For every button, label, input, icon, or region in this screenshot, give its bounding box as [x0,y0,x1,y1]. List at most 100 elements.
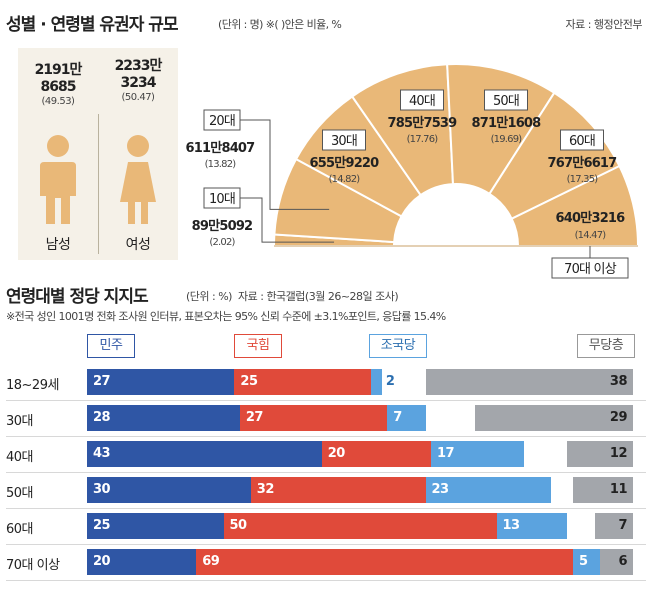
bar-seg-국힘-1 [239,405,388,431]
row-separator-5 [6,580,646,581]
bar-value-국힘-2: 20 [327,446,346,461]
age-label-box-5 [560,129,604,151]
age-label-6: 70대 이상 [564,262,617,277]
male-icon [40,135,76,224]
bar-value-국힘-5: 69 [202,554,220,569]
support-source: 자료 : 한국갤럽(3월 26~28일 조사) [238,290,399,303]
bar-value-민주-4: 25 [93,518,111,533]
age-count-4: 871만1608 [472,115,542,131]
bar-seg-민주-3 [87,477,251,503]
age-label-4: 50대 [493,94,519,109]
age-leader-1 [240,119,330,210]
female-share: (50.47) [121,92,155,103]
age-label-box-2 [322,129,366,151]
legend-none: 무당층 [577,334,635,358]
bar-seg-무당층-1 [474,405,633,431]
legend-minju: 민주 [87,334,135,358]
age-share-3: (17.76) [407,134,439,145]
bar-seg-조국당-4 [496,513,568,539]
row-separator-2 [6,472,646,473]
female-icon [120,135,156,224]
row-label-4: 60대 [6,522,34,537]
bar-value-조국당-0: 2 [385,374,395,389]
bar-value-조국당-4: 13 [502,518,521,533]
age-share-0: (2.02) [209,237,235,248]
row-separator-1 [6,436,646,437]
row-label-0: 18~29세 [6,378,59,393]
age-share-6: (14.47) [575,230,607,241]
bar-seg-민주-2 [87,441,322,467]
bar-seg-조국당-3 [425,477,552,503]
bar-value-국힘-1: 27 [245,410,264,425]
bar-value-국힘-3: 32 [256,482,275,497]
bar-seg-무당층-2 [567,441,633,467]
row-label-5: 70대 이상 [6,558,60,573]
bar-value-조국당-5: 5 [578,554,588,569]
bar-value-민주-2: 43 [93,446,111,461]
bar-seg-조국당-2 [430,441,524,467]
age-label-0: 10대 [209,192,235,207]
bar-value-조국당-2: 17 [436,446,455,461]
bar-seg-조국당-5 [572,549,601,575]
bar-seg-조국당-1 [387,405,426,431]
bar-seg-민주-5 [87,549,197,575]
age-count-0: 89만5092 [192,218,253,234]
female-block: 2233만 3234 (50.47) [98,58,178,103]
male-count-line1: 2191만 [34,62,83,78]
age-fan-chart: 30대 655만9220 (14.82) 40대 785만7539 (17.76) 50대 8… [186,63,640,279]
legend-joguk: 조국당 [369,334,427,358]
bar-seg-민주-4 [87,513,224,539]
support-title: 연령대별 정당 지지도 [6,287,149,307]
bar-value-무당층-2: 12 [609,446,628,461]
bar-value-조국당-3: 23 [431,482,450,497]
voter-title: 성별 · 연령별 유권자 규모 [6,15,179,35]
age-count-6: 640만3216 [556,210,626,226]
age-count-3: 785만7539 [388,115,458,131]
age-label-3: 40대 [409,94,435,109]
bar-value-무당층-5: 6 [618,554,627,569]
row-label-3: 50대 [6,486,34,501]
bar-value-무당층-0: 38 [609,374,628,389]
bar-value-민주-0: 27 [93,374,111,389]
age-label-2: 30대 [331,134,357,149]
bar-value-무당층-4: 7 [618,518,627,533]
age-label-box-3 [400,89,444,111]
bar-value-민주-5: 20 [93,554,111,569]
age-share-5: (17.35) [567,174,599,185]
bar-value-민주-1: 28 [93,410,111,425]
male-block: 2191만 8685 (49.53) [18,62,98,107]
age-share-4: (19.69) [491,134,523,145]
age-count-1: 611만8407 [186,140,256,156]
bar-seg-국힘-4 [223,513,497,539]
bar-seg-무당층-3 [572,477,633,503]
bar-seg-국힘-0 [234,369,371,395]
row-separator-0 [6,400,646,401]
bar-value-무당층-3: 11 [609,482,628,497]
bar-value-민주-3: 30 [93,482,111,497]
age-count-5: 767만6617 [548,155,618,171]
legend-gukhim: 국힘 [234,334,282,358]
bar-seg-무당층-5 [600,549,633,575]
female-count-line2: 3234 [120,75,157,91]
bar-seg-국힘-3 [250,477,426,503]
bar-value-국힘-0: 25 [240,374,258,389]
female-label: 여성 [125,237,151,253]
bar-seg-국힘-5 [196,549,573,575]
age-label-5: 60대 [569,134,595,149]
male-count-line2: 8685 [40,79,77,95]
age-share-2: (14.82) [329,174,361,185]
voter-unit-note: (단위 : 명) ※( )안은 비율, % [218,18,342,31]
bar-seg-무당층-0 [425,369,633,395]
bar-seg-무당층-4 [594,513,633,539]
voter-source: 자료 : 행정안전부 [565,18,642,31]
bar-seg-조국당-0 [370,369,382,395]
male-share: (49.53) [41,96,75,107]
age-share-1: (13.82) [205,159,237,170]
bar-value-조국당-1: 7 [393,410,402,425]
support-footnote: ※전국 성인 1001명 전화 조사원 인터뷰, 표본오차는 95% 신뢰 수준… [6,310,446,323]
female-count-line1: 2233만 [114,58,163,74]
row-separator-3 [6,508,646,509]
bar-value-국힘-4: 50 [229,518,248,533]
gender-panel: 2191만 8685 (49.53) 2233만 3234 (50.47) 남성… [18,48,178,260]
